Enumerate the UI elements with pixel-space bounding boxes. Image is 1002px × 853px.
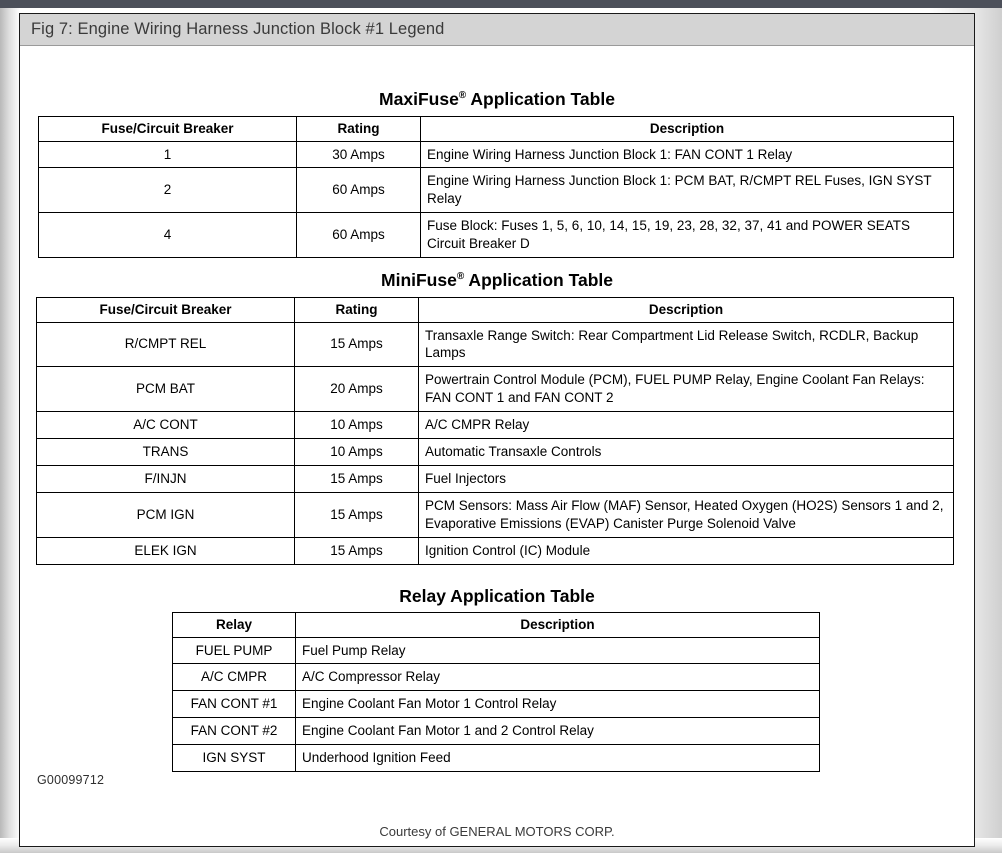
column-header-rating: Rating (294, 297, 419, 323)
column-header-fuse: Fuse/Circuit Breaker (36, 297, 295, 323)
cell-description: Ignition Control (IC) Module (418, 537, 954, 566)
cell-relay: FUEL PUMP (172, 636, 296, 665)
cell-relay: A/C CMPR (172, 663, 296, 692)
cell-fuse: TRANS (36, 438, 295, 467)
table-row: 2 60 Amps Engine Wiring Harness Junction… (38, 167, 954, 214)
table-row: FUEL PUMP Fuel Pump Relay (172, 636, 820, 665)
table-row: F/INJN 15 Amps Fuel Injectors (36, 465, 954, 494)
cell-fuse: 2 (38, 167, 297, 214)
table-row: PCM IGN 15 Amps PCM Sensors: Mass Air Fl… (36, 492, 954, 539)
table-row: 4 60 Amps Fuse Block: Fuses 1, 5, 6, 10,… (38, 212, 954, 259)
cell-fuse: 4 (38, 212, 297, 259)
cell-rating: 30 Amps (296, 140, 421, 169)
cell-description: Powertrain Control Module (PCM), FUEL PU… (418, 366, 954, 413)
cell-rating: 20 Amps (294, 366, 419, 413)
cell-rating: 15 Amps (294, 537, 419, 566)
maxifuse-title-main: MaxiFuse (379, 89, 459, 109)
relay-table: Relay Description FUEL PUMP Fuel Pump Re… (172, 612, 820, 773)
minifuse-title-main: MiniFuse (381, 270, 457, 290)
cell-description: Engine Coolant Fan Motor 1 Control Relay (295, 690, 820, 719)
cell-description: Engine Wiring Harness Junction Block 1: … (420, 140, 954, 169)
cell-fuse: 1 (38, 140, 297, 169)
cell-rating: 10 Amps (294, 411, 419, 440)
cell-fuse: PCM IGN (36, 492, 295, 539)
minifuse-table: Fuse/Circuit Breaker Rating Description … (36, 297, 954, 566)
figure-title-bar: Fig 7: Engine Wiring Harness Junction Bl… (20, 14, 974, 46)
table-header-row: Relay Description (172, 612, 820, 638)
minifuse-table-title: MiniFuse® Application Table (20, 270, 974, 291)
cell-rating: 15 Amps (294, 492, 419, 539)
cell-relay: FAN CONT #1 (172, 690, 296, 719)
cell-description: Fuel Injectors (418, 465, 954, 494)
column-header-rating: Rating (296, 116, 421, 142)
cell-description: Engine Wiring Harness Junction Block 1: … (420, 167, 954, 214)
minifuse-title-suffix: Application Table (464, 270, 613, 290)
column-header-relay: Relay (172, 612, 296, 638)
cell-rating: 60 Amps (296, 167, 421, 214)
top-strip (0, 0, 1002, 8)
table-row: IGN SYST Underhood Ignition Feed (172, 744, 820, 773)
document-panel: Fig 7: Engine Wiring Harness Junction Bl… (19, 13, 975, 847)
table-row: 1 30 Amps Engine Wiring Harness Junction… (38, 140, 954, 169)
figure-title: Fig 7: Engine Wiring Harness Junction Bl… (31, 20, 445, 38)
maxifuse-table: Fuse/Circuit Breaker Rating Description … (38, 116, 954, 259)
table-row: FAN CONT #1 Engine Coolant Fan Motor 1 C… (172, 690, 820, 719)
cell-fuse: F/INJN (36, 465, 295, 494)
cell-description: Fuse Block: Fuses 1, 5, 6, 10, 14, 15, 1… (420, 212, 954, 259)
table-row: A/C CONT 10 Amps A/C CMPR Relay (36, 411, 954, 440)
cell-description: A/C CMPR Relay (418, 411, 954, 440)
column-header-desc: Description (295, 612, 820, 638)
cell-fuse: PCM BAT (36, 366, 295, 413)
column-header-desc: Description (418, 297, 954, 323)
cell-rating: 60 Amps (296, 212, 421, 259)
table-row: PCM BAT 20 Amps Powertrain Control Modul… (36, 366, 954, 413)
table-row: FAN CONT #2 Engine Coolant Fan Motor 1 a… (172, 717, 820, 746)
cell-description: Automatic Transaxle Controls (418, 438, 954, 467)
cell-description: Transaxle Range Switch: Rear Compartment… (418, 321, 954, 368)
table-row: ELEK IGN 15 Amps Ignition Control (IC) M… (36, 537, 954, 566)
figure-sheet: MaxiFuse® Application Table Fuse/Circuit… (20, 46, 974, 846)
registered-trademark-icon: ® (458, 90, 467, 102)
page-gutter-left (0, 8, 20, 853)
cell-description: Fuel Pump Relay (295, 636, 820, 665)
cell-rating: 10 Amps (294, 438, 419, 467)
cell-description: Engine Coolant Fan Motor 1 and 2 Control… (295, 717, 820, 746)
cell-relay: FAN CONT #2 (172, 717, 296, 746)
cell-description: Underhood Ignition Feed (295, 744, 820, 773)
cell-fuse: R/CMPT REL (36, 321, 295, 368)
maxifuse-title-suffix: Application Table (466, 89, 615, 109)
table-row: R/CMPT REL 15 Amps Transaxle Range Switc… (36, 321, 954, 368)
cell-rating: 15 Amps (294, 465, 419, 494)
courtesy-notice: Courtesy of GENERAL MOTORS CORP. (379, 824, 615, 839)
table-row: A/C CMPR A/C Compressor Relay (172, 663, 820, 692)
cell-fuse: A/C CONT (36, 411, 295, 440)
cell-relay: IGN SYST (172, 744, 296, 773)
cell-rating: 15 Amps (294, 321, 419, 368)
figure-reference-code: G00099712 (37, 773, 105, 787)
cell-description: PCM Sensors: Mass Air Flow (MAF) Sensor,… (418, 492, 954, 539)
table-row: TRANS 10 Amps Automatic Transaxle Contro… (36, 438, 954, 467)
column-header-desc: Description (420, 116, 954, 142)
table-header-row: Fuse/Circuit Breaker Rating Description (36, 297, 954, 323)
cell-fuse: ELEK IGN (36, 537, 295, 566)
column-header-fuse: Fuse/Circuit Breaker (38, 116, 297, 142)
maxifuse-table-title: MaxiFuse® Application Table (20, 89, 974, 110)
relay-table-title: Relay Application Table (399, 586, 595, 606)
table-header-row: Fuse/Circuit Breaker Rating Description (38, 116, 954, 142)
cell-description: A/C Compressor Relay (295, 663, 820, 692)
registered-trademark-icon: ® (456, 271, 465, 283)
